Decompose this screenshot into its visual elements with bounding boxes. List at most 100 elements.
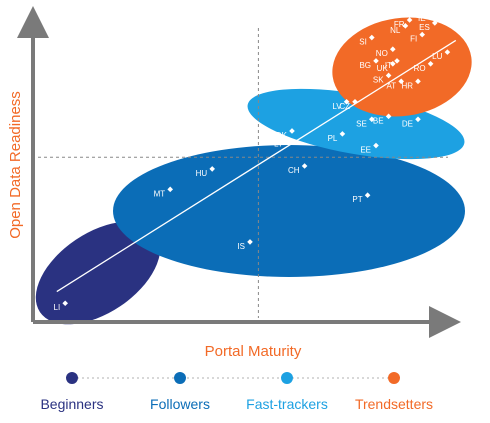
point-label: AT: [387, 81, 397, 90]
data-point-mt: MT: [154, 186, 173, 198]
point-marker: [432, 20, 438, 26]
point-label: EE: [360, 146, 371, 155]
cluster-fast-trackers: [247, 88, 465, 160]
data-point-fr: FR: [394, 17, 413, 29]
data-point-lv: LV: [332, 98, 350, 111]
cluster-layer: [35, 17, 472, 325]
point-label: HU: [196, 169, 208, 178]
data-point-pt: PT: [352, 192, 371, 204]
point-label: CH: [288, 166, 300, 175]
point-marker: [247, 239, 253, 245]
data-point-lu: LU: [432, 49, 451, 61]
data-point-lt: LT: [274, 136, 291, 149]
point-label: RO: [414, 64, 426, 73]
data-point-pl: PL: [328, 131, 346, 143]
point-label: ES: [419, 23, 430, 32]
point-marker: [343, 98, 350, 105]
legend-dot-beginners: [66, 372, 78, 384]
point-label: UK: [377, 64, 389, 73]
legend-dot-trendsetters: [388, 372, 400, 384]
point-label: SE: [356, 119, 367, 128]
point-marker: [167, 186, 173, 193]
point-label: FI: [410, 35, 417, 44]
legend-label-trendsetters: Trendsetters: [355, 396, 433, 412]
point-label: NL: [390, 26, 401, 35]
data-point-ch: CH: [288, 163, 308, 175]
data-point-hr: HR: [401, 78, 421, 90]
point-marker: [390, 46, 396, 52]
point-marker: [398, 78, 404, 85]
reference-lines: [38, 28, 448, 318]
y-axis-title: Open Data Readiness: [7, 91, 24, 239]
point-label: LI: [54, 303, 61, 312]
point-label: PT: [352, 195, 362, 204]
legend-dot-followers: [174, 372, 186, 384]
point-label: LV: [332, 102, 342, 111]
data-point-se: SE: [356, 116, 375, 128]
cluster-trendsetters: [332, 17, 472, 117]
legend: Beginners Followers Fast-trackers Trendsett…: [40, 372, 433, 412]
point-marker: [301, 163, 308, 169]
data-point-cy: CY: [301, 61, 320, 73]
point-marker: [373, 58, 379, 64]
point-marker: [415, 116, 421, 123]
point-marker: [364, 192, 371, 198]
point-marker: [385, 72, 392, 79]
point-label: CZ: [339, 102, 350, 111]
point-marker: [314, 61, 320, 67]
data-point-fi: FI: [410, 31, 425, 44]
data-point-at: AT: [387, 78, 404, 90]
point-marker: [373, 142, 379, 149]
point-marker: [209, 166, 215, 172]
point-label: PL: [328, 134, 338, 143]
point-marker: [369, 34, 375, 41]
legend-label-followers: Followers: [150, 396, 210, 412]
point-label: HR: [401, 81, 413, 90]
data-point-es: ES: [419, 20, 438, 32]
data-point-uk: UK: [377, 61, 396, 73]
point-marker: [427, 61, 434, 67]
point-label: FR: [394, 20, 405, 29]
trendline-layer: [56, 39, 457, 293]
trendline: [56, 39, 457, 293]
data-point-be: BE: [373, 113, 392, 125]
data-point-it: IT: [385, 58, 400, 70]
point-label: BG: [359, 61, 371, 70]
point-marker: [402, 23, 409, 29]
point-label: MT: [154, 189, 166, 198]
point-marker: [415, 78, 421, 85]
data-point-no: NO: [376, 46, 396, 58]
point-marker: [385, 113, 392, 120]
point-marker: [62, 300, 68, 307]
point-marker: [352, 98, 358, 105]
data-point-nl: NL: [390, 23, 409, 35]
point-label: IE: [418, 14, 426, 23]
point-marker: [444, 49, 451, 55]
point-label: DE: [402, 119, 413, 128]
point-marker: [390, 61, 396, 67]
point-label: IS: [237, 242, 245, 251]
point-marker: [406, 17, 413, 23]
data-point-hu: HU: [196, 166, 215, 178]
data-point-ie: IE: [418, 11, 434, 23]
point-marker: [419, 31, 425, 38]
data-point-cz: CZ: [339, 98, 358, 111]
point-label: NO: [376, 49, 388, 58]
point-label: EL: [290, 78, 300, 87]
point-label: LT: [274, 140, 283, 149]
axes: [17, 6, 461, 338]
legend-label-fast-trackers: Fast-trackers: [246, 396, 328, 412]
data-point-bg: BG: [359, 58, 379, 70]
point-label: SK: [373, 75, 384, 84]
cluster-followers: [113, 145, 465, 277]
point-marker: [339, 131, 346, 137]
point-marker: [285, 136, 291, 143]
data-point-sk: SK: [373, 72, 392, 84]
data-point-el: EL: [290, 75, 308, 87]
data-point-li: LI: [54, 300, 68, 312]
point-marker: [427, 11, 434, 17]
point-marker: [394, 58, 400, 64]
point-label: BE: [373, 116, 384, 125]
